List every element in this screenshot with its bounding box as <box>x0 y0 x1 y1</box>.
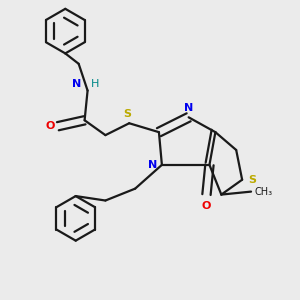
Text: H: H <box>91 79 99 89</box>
Text: N: N <box>148 160 158 170</box>
Text: S: S <box>248 175 256 185</box>
Text: O: O <box>202 200 211 211</box>
Text: N: N <box>72 79 82 89</box>
Text: O: O <box>46 121 55 131</box>
Text: N: N <box>184 103 193 113</box>
Text: S: S <box>124 109 132 119</box>
Text: CH₃: CH₃ <box>254 187 272 196</box>
